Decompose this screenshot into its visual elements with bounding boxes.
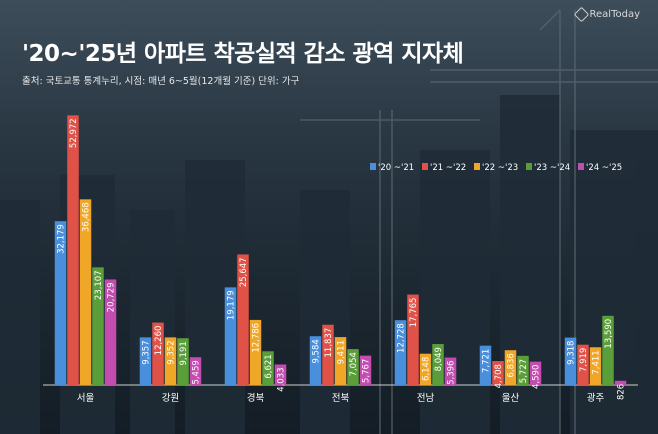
data-label: 6,148	[422, 357, 432, 381]
data-label: 12,728	[397, 323, 407, 353]
data-label: 7,411	[592, 350, 602, 374]
bar	[309, 336, 322, 385]
data-label: 8,049	[434, 347, 444, 371]
data-label: 4,708	[494, 364, 504, 388]
bar	[67, 115, 79, 385]
bar	[577, 344, 589, 385]
brand-name: RealToday	[589, 9, 640, 20]
bar	[224, 287, 237, 385]
bar	[274, 364, 287, 385]
bar	[444, 357, 457, 385]
data-label: 9,191	[179, 341, 189, 365]
bar	[152, 322, 164, 385]
legend-swatch	[474, 163, 480, 170]
brand-logo: RealToday	[573, 6, 640, 23]
legend-label: '20 ~'21	[378, 163, 414, 173]
data-label: 12,786	[252, 323, 262, 353]
data-label: 5,459	[192, 360, 202, 384]
bar	[334, 337, 347, 385]
category-label: 전북	[332, 393, 350, 404]
legend-swatch	[578, 163, 584, 170]
data-label: 9,352	[167, 340, 177, 364]
bar	[347, 349, 359, 385]
bar	[589, 347, 602, 385]
data-label: 12,260	[154, 326, 164, 356]
legend-swatch	[370, 163, 376, 170]
data-label: 9,318	[567, 341, 577, 365]
bar	[564, 337, 577, 385]
legend-label: '23 ~'24	[534, 163, 570, 173]
legend-label: '24 ~'25	[586, 163, 622, 173]
category-label: 경북	[247, 392, 265, 404]
bar	[492, 361, 504, 385]
bar	[177, 338, 189, 385]
category-label: 광주	[587, 392, 605, 404]
category-label: 울산	[502, 393, 520, 404]
bar	[104, 279, 117, 385]
source-note: 출처: 국토교통 통계누리, 시점: 매년 6~5월(12개월 기준) 단위: …	[22, 76, 300, 87]
bar	[479, 345, 492, 385]
legend-label: '22 ~'23	[482, 163, 518, 173]
bar	[92, 267, 104, 385]
bar	[189, 357, 202, 385]
bar	[262, 351, 274, 385]
data-label: 9,357	[142, 340, 152, 364]
data-label: 19,179	[227, 290, 237, 320]
data-label: 17,765	[409, 298, 419, 328]
bar	[237, 254, 249, 385]
bar	[602, 315, 614, 385]
data-label: 52,972	[69, 118, 79, 148]
bar	[139, 337, 152, 385]
data-label: 9,411	[337, 340, 347, 364]
bar	[432, 344, 444, 385]
data-label: 5,396	[447, 361, 457, 385]
bar	[614, 380, 627, 385]
data-label: 5,727	[519, 359, 529, 383]
data-label: 4,033	[277, 367, 287, 391]
data-label: 11,837	[324, 328, 334, 358]
data-label: 9,584	[312, 339, 322, 363]
bar	[322, 324, 334, 385]
bar	[394, 320, 407, 385]
data-label: 6,621	[264, 354, 274, 378]
bar	[164, 337, 177, 385]
data-label: 7,054	[349, 352, 359, 376]
bar	[79, 199, 92, 385]
data-label: 13,590	[604, 319, 614, 349]
legend-swatch	[422, 163, 428, 170]
bar	[517, 355, 529, 385]
data-label: 7,919	[579, 348, 589, 372]
data-label: 23,107	[94, 270, 104, 300]
data-label: 5,767	[362, 359, 372, 383]
data-label: 32,179	[57, 224, 67, 254]
bar	[359, 355, 372, 385]
bar	[249, 319, 262, 385]
data-label: 20,729	[107, 282, 117, 312]
bar	[529, 361, 542, 385]
legend-swatch	[526, 163, 532, 170]
category-label: 전남	[417, 393, 435, 404]
data-label: 826	[617, 384, 627, 400]
data-label: 4,590	[532, 365, 542, 389]
bar	[54, 221, 67, 385]
category-label: 서울	[77, 393, 95, 404]
page-title: '20~'25년 아파트 착공실적 감소 광역 지자체	[22, 41, 464, 67]
bar	[504, 350, 517, 385]
bar	[419, 353, 432, 385]
legend-label: '21 ~'22	[430, 163, 466, 173]
category-label: 강원	[162, 393, 179, 404]
data-label: 6,836	[507, 353, 517, 377]
data-label: 25,647	[239, 257, 249, 287]
data-label: 36,468	[82, 202, 92, 232]
data-label: 7,721	[482, 349, 492, 373]
bar	[407, 294, 419, 385]
